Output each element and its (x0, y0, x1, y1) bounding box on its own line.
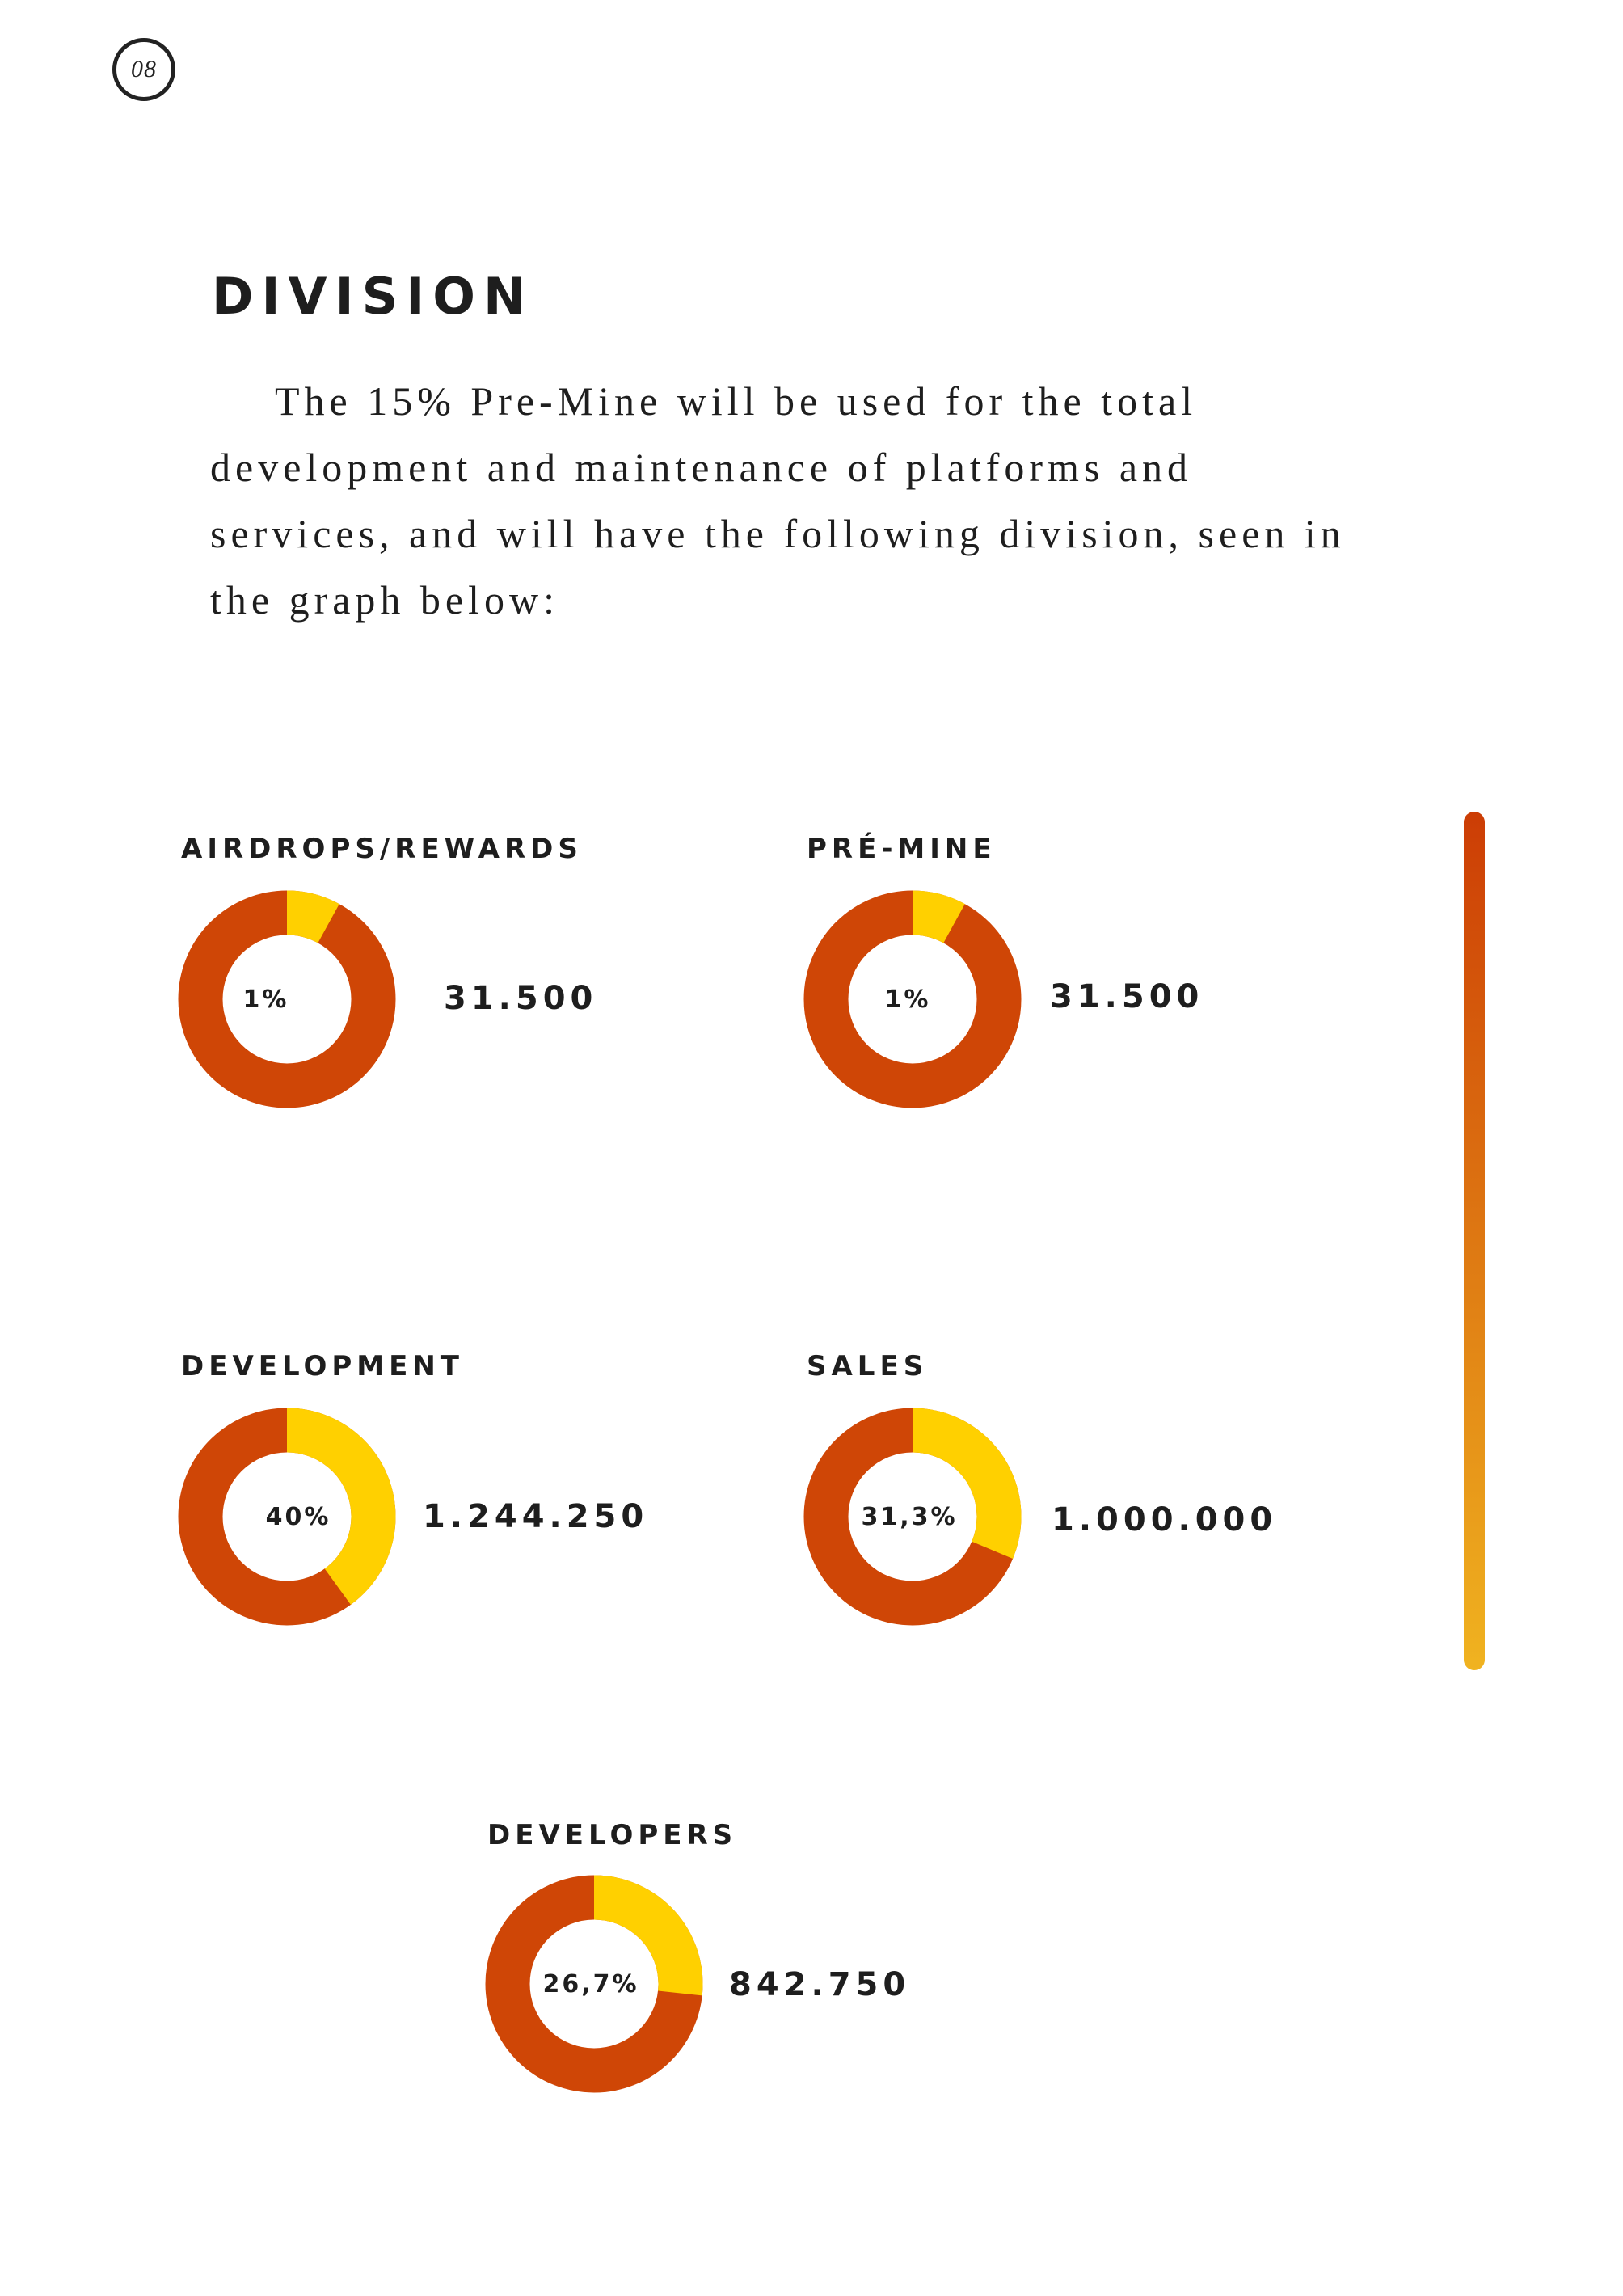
donut-title: DEVELOPERS (487, 1819, 738, 1851)
intro-paragraph: The 15% Pre-Mine will be used for the to… (210, 378, 1346, 623)
donut-title: PRÉ-MINE (807, 833, 997, 865)
donut-title: DEVELOPMENT (181, 1350, 464, 1382)
donut-highlight-slice (178, 890, 396, 1108)
donut-value-label: 1.244.250 (423, 1498, 649, 1535)
donut-ring: 1% (803, 890, 1022, 1108)
page-number-badge: 08 (112, 38, 175, 101)
donut-value-label: 31.500 (1050, 978, 1204, 1015)
donut-ring: 1% (178, 890, 396, 1108)
donut-title: SALES (807, 1350, 929, 1382)
donut-value-label: 842.750 (729, 1966, 911, 2003)
donut-highlight-slice (803, 1408, 1022, 1626)
donut-ring: 31,3% (803, 1408, 1022, 1626)
donut-ring: 40% (178, 1408, 396, 1626)
donut-center-label: 1% (243, 986, 289, 1014)
donut-highlight-slice (803, 890, 1022, 1108)
donut-center-label: 26,7% (542, 1970, 639, 1998)
donut-value-label: 1.000.000 (1052, 1501, 1278, 1538)
decorative-gradient-bar (1464, 812, 1485, 1670)
donut-value-label: 31.500 (444, 980, 598, 1017)
donut-center-label: 40% (266, 1503, 331, 1531)
page-number: 08 (131, 56, 157, 82)
donut-title: AIRDROPS/REWARDS (181, 833, 583, 865)
donut-highlight-slice (178, 1408, 396, 1626)
donut-highlight-slice (485, 1875, 703, 2093)
page-title: DIVISION (212, 267, 533, 326)
donut-center-label: 1% (885, 986, 931, 1014)
donut-ring: 26,7% (485, 1875, 703, 2093)
donut-center-label: 31,3% (861, 1503, 957, 1531)
